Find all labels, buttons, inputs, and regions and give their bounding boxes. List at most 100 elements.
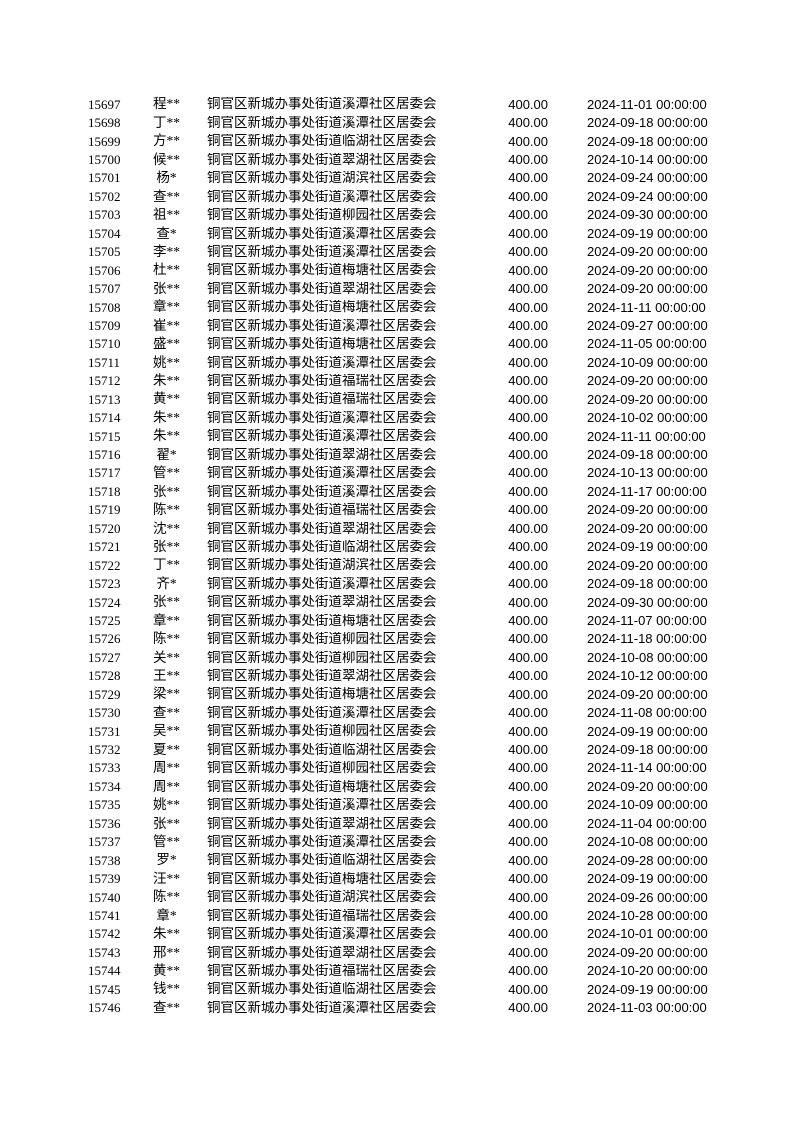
table-row: 15714 朱** 铜官区新城办事处街道溪潭社区居委会 400.00 2024-… [0,408,793,426]
record-masked-name: 管** [153,465,180,481]
table-row: 15731 吴** 铜官区新城办事处街道柳园社区居委会 400.00 2024-… [0,722,793,740]
record-masked-name: 章** [153,299,180,315]
record-amount: 400.00 [508,373,548,389]
table-row: 15701 杨* 铜官区新城办事处街道湖滨社区居委会 400.00 2024-0… [0,169,793,187]
record-id: 15718 [88,483,121,499]
record-id: 15741 [88,907,121,923]
record-datetime: 2024-09-20 00:00:00 [587,520,708,536]
record-organization: 铜官区新城办事处街道梅塘社区居委会 [207,779,437,794]
record-id: 15733 [88,760,121,776]
table-row: 15736 张** 铜官区新城办事处街道翠湖社区居委会 400.00 2024-… [0,814,793,832]
record-amount: 400.00 [508,465,548,481]
record-id: 15736 [88,815,121,831]
record-masked-name: 朱** [153,926,180,942]
record-id: 15743 [88,944,121,960]
record-datetime: 2024-09-20 00:00:00 [587,373,708,389]
record-masked-name: 杨* [156,170,177,186]
table-row: 15729 梁** 铜官区新城办事处街道梅塘社区居委会 400.00 2024-… [0,685,793,703]
record-id: 15703 [88,207,121,223]
record-organization: 铜官区新城办事处街道溪潭社区居委会 [207,115,437,130]
record-datetime: 2024-11-11 00:00:00 [587,299,706,315]
table-row: 15708 章** 铜官区新城办事处街道梅塘社区居委会 400.00 2024-… [0,298,793,316]
record-organization: 铜官区新城办事处街道梅塘社区居委会 [207,613,437,628]
record-amount: 400.00 [508,723,548,739]
record-amount: 400.00 [508,889,548,905]
record-id: 15739 [88,871,121,887]
record-id: 15708 [88,299,121,315]
record-organization: 铜官区新城办事处街道柳园社区居委会 [207,761,437,775]
table-row: 15702 查** 铜官区新城办事处街道溪潭社区居委会 400.00 2024-… [0,187,793,205]
record-amount: 400.00 [508,815,548,831]
record-id: 15717 [88,465,121,481]
record-organization: 铜官区新城办事处街道翠湖社区居委会 [207,521,437,536]
table-row: 15733 周** 铜官区新城办事处街道柳园社区居委会 400.00 2024-… [0,759,793,777]
record-datetime: 2024-11-05 00:00:00 [587,336,707,352]
record-masked-name: 周** [153,778,180,794]
table-row: 15724 张** 铜官区新城办事处街道翠湖社区居委会 400.00 2024-… [0,593,793,611]
record-amount: 400.00 [508,115,548,131]
record-masked-name: 张** [153,594,180,610]
record-masked-name: 盛** [153,336,180,352]
record-datetime: 2024-10-20 00:00:00 [587,963,708,979]
record-amount: 400.00 [508,742,548,758]
record-masked-name: 钱** [153,981,180,997]
record-masked-name: 程** [153,96,180,112]
record-masked-name: 吴** [153,723,180,739]
record-organization: 铜官区新城办事处街道福瑞社区居委会 [207,964,437,978]
record-organization: 铜官区新城办事处街道溪潭社区居委会 [207,576,437,591]
record-amount: 400.00 [508,834,548,850]
record-datetime: 2024-09-18 00:00:00 [587,115,708,131]
record-masked-name: 查** [153,188,180,204]
record-id: 15738 [88,852,121,868]
record-id: 15744 [88,963,121,979]
record-datetime: 2024-09-18 00:00:00 [587,447,708,463]
record-id: 15698 [88,115,121,131]
record-datetime: 2024-09-19 00:00:00 [587,871,708,887]
record-masked-name: 查* [156,225,177,241]
record-amount: 400.00 [508,262,548,278]
table-row: 15746 查** 铜官区新城办事处街道溪潭社区居委会 400.00 2024-… [0,998,793,1016]
record-organization: 铜官区新城办事处街道溪潭社区居委会 [207,834,437,849]
record-masked-name: 陈** [153,889,180,905]
record-id: 15699 [88,133,121,149]
record-masked-name: 姚** [153,797,180,813]
record-datetime: 2024-09-20 00:00:00 [587,244,708,260]
record-organization: 铜官区新城办事处街道柳园社区居委会 [207,650,437,665]
record-masked-name: 朱** [153,373,180,389]
record-organization: 铜官区新城办事处街道福瑞社区居委会 [207,503,437,517]
record-datetime: 2024-09-24 00:00:00 [587,188,708,204]
record-masked-name: 黄** [153,391,180,407]
table-row: 15717 管** 铜官区新城办事处街道溪潭社区居委会 400.00 2024-… [0,464,793,482]
record-id: 15712 [88,373,121,389]
record-amount: 400.00 [508,649,548,665]
table-row: 15726 陈** 铜官区新城办事处街道柳园社区居委会 400.00 2024-… [0,630,793,648]
record-id: 15745 [88,981,121,997]
record-amount: 400.00 [508,668,548,684]
table-row: 15698 丁** 铜官区新城办事处街道溪潭社区居委会 400.00 2024-… [0,113,793,131]
record-amount: 400.00 [508,944,548,960]
record-masked-name: 李** [153,243,180,259]
record-amount: 400.00 [508,391,548,407]
record-datetime: 2024-09-20 00:00:00 [587,778,708,794]
record-amount: 400.00 [508,594,548,610]
record-masked-name: 罗* [156,852,177,868]
record-id: 15742 [88,926,121,942]
record-amount: 400.00 [508,354,548,370]
record-datetime: 2024-10-08 00:00:00 [587,834,708,850]
record-organization: 铜官区新城办事处街道溪潭社区居委会 [207,318,437,333]
record-datetime: 2024-11-18 00:00:00 [587,631,707,647]
record-organization: 铜官区新城办事处街道溪潭社区居委会 [207,189,437,204]
record-id: 15713 [88,391,121,407]
table-row: 15739 汪** 铜官区新城办事处街道梅塘社区居委会 400.00 2024-… [0,869,793,887]
record-masked-name: 查** [153,704,180,720]
record-organization: 铜官区新城办事处街道溪潭社区居委会 [207,429,437,443]
record-masked-name: 陈** [153,502,180,518]
record-masked-name: 周** [153,760,180,776]
record-masked-name: 崔** [153,317,180,333]
record-organization: 铜官区新城办事处街道翠湖社区居委会 [207,945,437,960]
record-organization: 铜官区新城办事处街道柳园社区居委会 [207,632,437,646]
table-row: 15742 朱** 铜官区新城办事处街道溪潭社区居委会 400.00 2024-… [0,925,793,943]
record-amount: 400.00 [508,1000,548,1016]
record-datetime: 2024-09-19 00:00:00 [587,225,708,241]
record-amount: 400.00 [508,612,548,628]
